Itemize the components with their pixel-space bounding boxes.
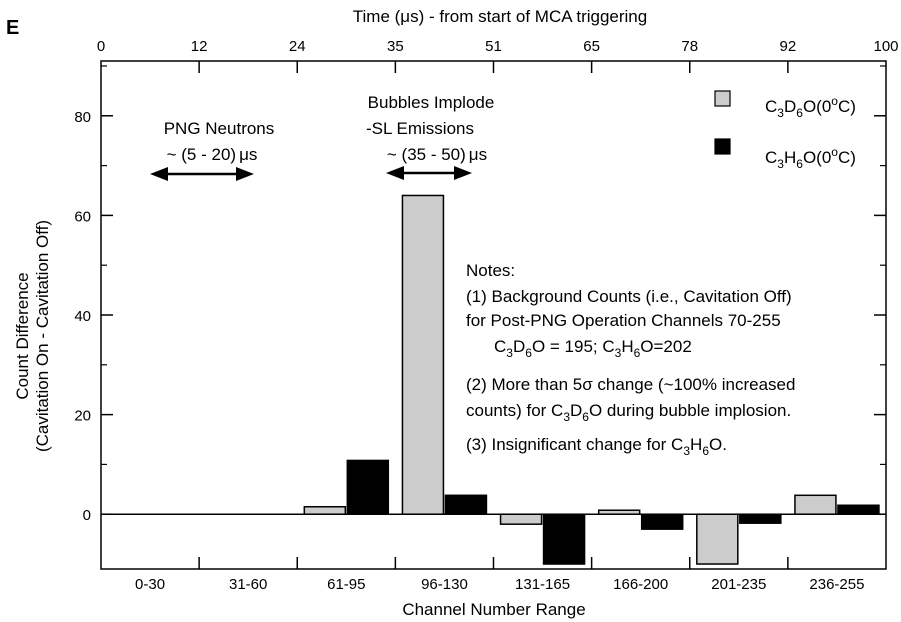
y-tick-label: 60 [74, 208, 91, 225]
x-tick-label: 236-255 [809, 576, 864, 593]
bar-c3d6o-201-235 [696, 513, 739, 565]
bar-c3h6o-166-200 [640, 513, 684, 530]
notes: Notes: (1) Background Counts (i.e., Cavi… [466, 261, 795, 458]
y-tick-label: 20 [74, 408, 91, 425]
top-tick-label: 0 [97, 38, 105, 55]
y-tick-label: 80 [74, 109, 91, 126]
bubbles-arrow-right-head [454, 166, 472, 180]
top-tick-label: 65 [583, 38, 600, 55]
panel-letter: E [6, 17, 19, 39]
y-tick-label: 40 [74, 308, 91, 325]
top-tick-label: 35 [387, 38, 404, 55]
note-2-line2: counts) for C3D6O during bubble implosio… [466, 401, 791, 424]
bar-c3d6o-61-95 [303, 505, 347, 515]
png-arrow-left-head [150, 167, 168, 181]
x-tick-label: 31-60 [229, 576, 267, 593]
notes-title: Notes: [466, 261, 515, 280]
png-label-line2: ~ (5 - 20) μs [167, 145, 258, 164]
ticks-layer: 0 20 40 60 80 0-30 31-60 61-95 96-130 131-165 166-… [74, 38, 898, 593]
legend-label-c3h6o: C3H6O(0oC) [765, 145, 856, 171]
note-1-line2: for Post-PNG Operation Channels 70-255 [466, 311, 781, 330]
bubbles-arrow-left-head [386, 166, 404, 180]
bubbles-label-line2: -SL Emissions [366, 119, 474, 138]
bars-layer [303, 194, 880, 565]
bubbles-annotation: Bubbles Implode -SL Emissions ~ (35 - 50… [366, 93, 494, 180]
bar-c3d6o-96-130 [401, 194, 445, 515]
bar-c3h6o-61-95 [346, 459, 390, 515]
x-tick-label: 61-95 [327, 576, 365, 593]
top-tick-label: 78 [681, 38, 698, 55]
bar-c3d6o-131-165 [499, 513, 543, 525]
x-tick-label: 131-165 [515, 576, 570, 593]
plot-frame [100, 60, 887, 570]
x-tick-label: 166-200 [613, 576, 668, 593]
bar-c3h6o-236-255 [837, 504, 880, 515]
x-tick-label: 0-30 [135, 576, 165, 593]
top-tick-label: 51 [485, 38, 502, 55]
legend-swatch-c3h6o [714, 138, 731, 155]
legend-label-c3d6o: C3D6O(0oC) [765, 94, 856, 120]
top-tick-label: 24 [289, 38, 306, 55]
note-1-line1: (1) Background Counts (i.e., Cavitation … [466, 287, 792, 306]
bubbles-label-line3: ~ (35 - 50) μs [387, 145, 487, 164]
top-axis-label: Time (μs) - from start of MCA triggering [353, 7, 647, 26]
bar-c3d6o-236-255 [794, 494, 837, 515]
bar-c3h6o-131-165 [542, 513, 586, 565]
bar-c3h6o-201-235 [739, 513, 782, 524]
bar-c3h6o-96-130 [444, 494, 488, 515]
note-2-line1: (2) More than 5σ change (~100% increased [466, 375, 795, 394]
x-tick-label: 96-130 [421, 576, 468, 593]
y-tick-label: 0 [83, 507, 91, 524]
top-tick-label: 12 [191, 38, 208, 55]
x-axis-label: Channel Number Range [402, 600, 585, 619]
note-3: (3) Insignificant change for C3H6O. [466, 435, 727, 458]
png-arrow-right-head [236, 167, 254, 181]
legend: C3D6O(0oC) C3H6O(0oC) [714, 90, 856, 171]
png-label-line1: PNG Neutrons [164, 119, 275, 138]
y-axis-label-line2: (Cavitation On - Cavitation Off) [33, 220, 52, 452]
top-tick-label: 100 [873, 38, 898, 55]
bubbles-label-line1: Bubbles Implode [368, 93, 495, 112]
top-tick-label: 92 [780, 38, 797, 55]
png-annotation: PNG Neutrons ~ (5 - 20) μs [150, 119, 274, 181]
x-tick-label: 201-235 [711, 576, 766, 593]
y-axis-label-line1: Count Difference [13, 272, 32, 399]
note-1-line3: C3D6O = 195; C3H6O=202 [494, 337, 692, 360]
legend-swatch-c3d6o [714, 90, 731, 107]
